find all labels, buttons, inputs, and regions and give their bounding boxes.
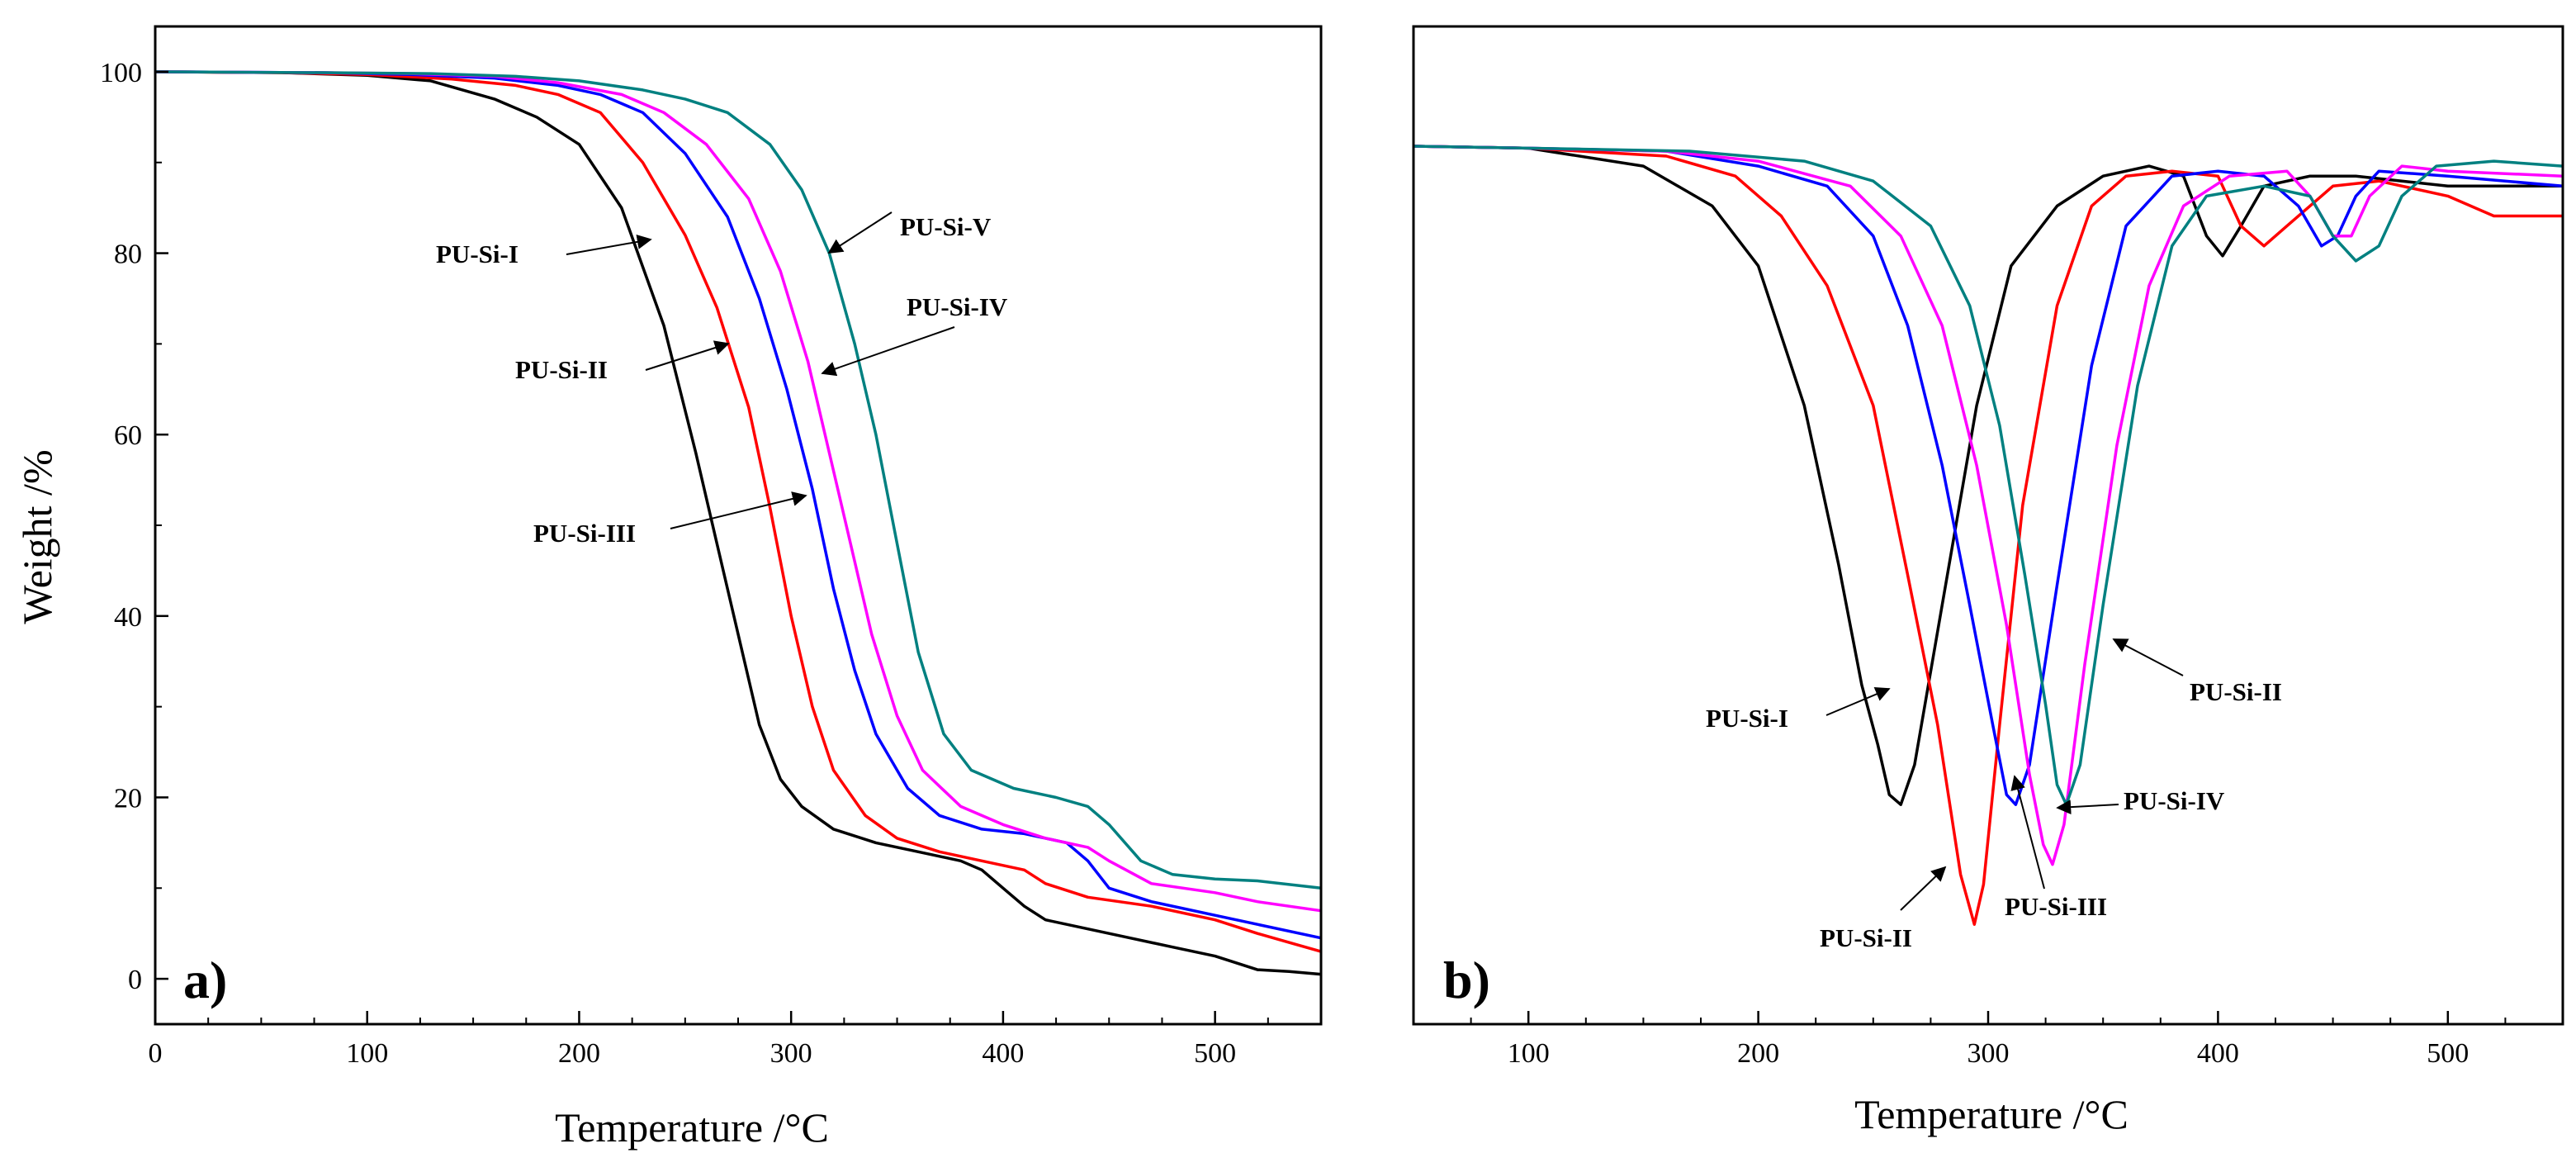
panel-b-arrow-pu-si-iii — [2010, 775, 2045, 890]
panel-b-label: b) — [1443, 951, 1490, 1009]
panel-b-x-tick-label: 100 — [1508, 1038, 1550, 1069]
panel-a-y-tick-label: 60 — [114, 420, 142, 451]
panel-a-annotation-pu-si-iv: PU-Si-IV — [907, 292, 1008, 321]
panel-a-frame — [154, 25, 1323, 1026]
panel-b-arrow-pu-si-ii-lower — [1900, 866, 1947, 911]
panel-b-curves — [1413, 145, 2564, 926]
panel-a-arrow-pu-si-i — [566, 234, 652, 255]
panel-a-x-tick-label: 300 — [770, 1038, 812, 1069]
panel-b-x-tick-label: 400 — [2197, 1038, 2239, 1069]
panel-a-annotation-pu-si-iii: PU-Si-III — [533, 519, 636, 548]
panel-a-annotation-pu-si-i: PU-Si-I — [436, 240, 519, 268]
panel-b-annotation-pu-si-iii: PU-Si-III — [2005, 892, 2107, 921]
panel-a-series-pu-si-i — [154, 70, 1322, 976]
panel-b-series-pu-si-ii — [1413, 145, 2563, 926]
panel-a-series-pu-si-ii — [154, 70, 1322, 953]
panel-b-series-pu-si-i — [1413, 145, 2563, 806]
panel-b-x-axis-title: Temperature /°C — [1854, 1091, 2129, 1137]
panel-b-arrow-pu-si-ii-upper — [2112, 638, 2184, 676]
panel-a-tga: 0 100 200 300 400 500 0 20 40 60 80 100 Temperature… — [14, 25, 1323, 1151]
panel-a-y-axis-title: Weight /% — [14, 449, 60, 624]
panel-a-arrow-pu-si-ii — [645, 340, 730, 371]
panel-b-annotation-pu-si-i: PU-Si-I — [1706, 704, 1788, 733]
panel-a-annotation-pu-si-ii: PU-Si-II — [515, 355, 608, 384]
panel-a-annotation-pu-si-v: PU-Si-V — [900, 212, 992, 241]
panel-a-y-tick-label: 100 — [100, 58, 142, 88]
panel-a-arrow-pu-si-iv — [821, 326, 955, 377]
panel-b-dtg: 100 200 300 400 500 Temperature /°C b) PU-Si… — [1412, 25, 2564, 1137]
panel-a-x-tick-label: 100 — [346, 1038, 388, 1069]
panel-a-series-pu-si-iii — [154, 70, 1322, 940]
panel-b-x-tick-label: 200 — [1737, 1038, 1779, 1069]
panel-a-arrow-pu-si-iii — [670, 491, 807, 529]
panel-a-y-tick-label: 40 — [114, 602, 142, 633]
panel-a-label: a) — [183, 951, 227, 1009]
panel-b-arrow-pu-si-iv — [2056, 800, 2119, 815]
panel-a-curves — [154, 70, 1322, 976]
panel-a-x-tick-label: 200 — [558, 1038, 600, 1069]
panel-a-ticks: 0 100 200 300 400 500 0 20 40 60 80 100 — [100, 58, 1322, 1069]
panel-b-arrow-pu-si-i — [1825, 686, 1891, 716]
panel-b-annotation-pu-si-ii-lower: PU-Si-II — [1820, 923, 1912, 952]
panel-b-annotation-pu-si-ii-upper: PU-Si-II — [2190, 677, 2282, 706]
panel-a-y-tick-label: 0 — [128, 965, 142, 995]
panel-a-arrow-pu-si-v — [827, 211, 893, 254]
panel-b-x-tick-label: 500 — [2427, 1038, 2469, 1069]
panel-b-x-tick-label: 300 — [1968, 1038, 2010, 1069]
panel-a-y-tick-label: 20 — [114, 783, 142, 814]
panel-b-series-pu-si-iv — [1413, 145, 2564, 866]
panel-a-series-pu-si-iv — [154, 70, 1322, 913]
panel-b-annotation-pu-si-iv: PU-Si-IV — [2124, 786, 2225, 815]
panel-a-x-tick-label: 500 — [1194, 1038, 1236, 1069]
panel-a-x-tick-label: 400 — [982, 1038, 1024, 1069]
panel-a-series-pu-si-v — [154, 70, 1322, 890]
panel-b-series-pu-si-v — [1413, 145, 2564, 806]
panel-b-frame — [1412, 25, 2564, 1026]
panel-a-x-axis-title: Temperature /°C — [555, 1104, 829, 1151]
panel-a-y-tick-label: 80 — [114, 240, 142, 270]
panel-a-x-tick-label: 0 — [149, 1038, 163, 1069]
